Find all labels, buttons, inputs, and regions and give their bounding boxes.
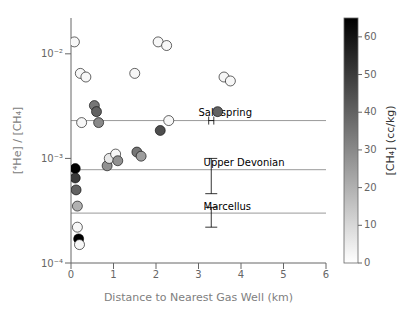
svg-text:[⁴He] / [CH₄]: [⁴He] / [CH₄] bbox=[11, 107, 24, 175]
svg-text:2: 2 bbox=[153, 269, 159, 280]
svg-text:20: 20 bbox=[364, 182, 377, 193]
svg-text:10⁻⁴: 10⁻⁴ bbox=[41, 258, 63, 269]
svg-text:1: 1 bbox=[110, 269, 116, 280]
svg-text:10: 10 bbox=[364, 219, 377, 230]
svg-text:4: 4 bbox=[238, 269, 244, 280]
svg-text:5: 5 bbox=[280, 269, 286, 280]
svg-text:[CH₄] (cc/kg): [CH₄] (cc/kg) bbox=[384, 105, 397, 175]
svg-text:Upper Devonian: Upper Devonian bbox=[204, 157, 285, 168]
svg-text:Distance to Nearest Gas Well (: Distance to Nearest Gas Well (km) bbox=[104, 291, 293, 304]
svg-text:40: 40 bbox=[364, 106, 377, 117]
svg-text:Salt spring: Salt spring bbox=[199, 107, 253, 118]
svg-text:6: 6 bbox=[323, 269, 329, 280]
svg-text:Marcellus: Marcellus bbox=[204, 201, 251, 212]
svg-text:0: 0 bbox=[364, 257, 370, 268]
svg-text:10⁻³: 10⁻³ bbox=[41, 153, 63, 164]
svg-text:0: 0 bbox=[68, 269, 74, 280]
svg-text:3: 3 bbox=[195, 269, 201, 280]
svg-text:60: 60 bbox=[364, 31, 377, 42]
svg-text:10⁻²: 10⁻² bbox=[41, 48, 63, 59]
svg-text:30: 30 bbox=[364, 144, 377, 155]
svg-text:50: 50 bbox=[364, 69, 377, 80]
